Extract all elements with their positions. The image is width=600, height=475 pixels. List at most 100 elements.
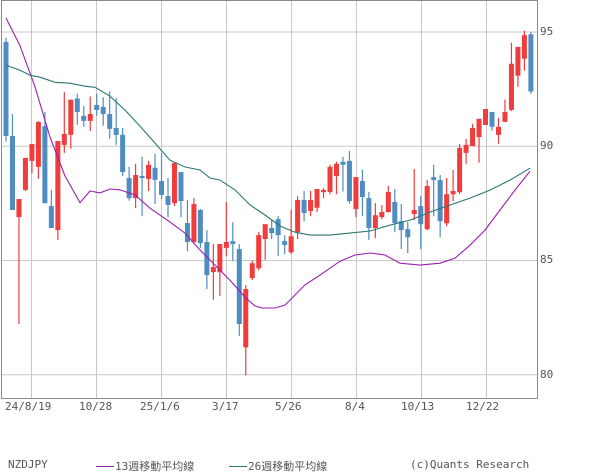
candle [450,170,456,202]
candle [9,114,15,211]
candle [146,160,152,192]
candle [249,260,255,281]
y-tick-90: 90 [540,139,554,152]
candle [262,224,268,260]
legend-ma26: 26週移動平均線 [229,458,327,474]
candle [120,127,126,176]
candle [457,143,463,195]
candle [197,209,203,248]
candle [133,163,139,209]
candle [366,191,372,240]
candle [113,98,119,145]
candle [392,188,398,233]
candle [346,150,352,204]
candle [314,188,320,213]
candle [282,235,288,255]
x-tick-label: 8/4 [345,400,365,413]
candle [165,178,171,218]
candle [16,199,22,325]
candle [81,106,87,127]
plot-frame [1,0,538,399]
candle [398,204,404,250]
x-tick-label: 10/28 [79,400,113,413]
chart-grid [2,1,537,398]
x-tick-label: 12/22 [466,400,500,413]
candle [353,177,359,218]
candle [483,109,489,125]
candle [42,111,48,204]
candle [275,216,281,257]
candle [243,284,249,376]
candle [333,161,339,195]
x-tick-label: 5/26 [275,400,302,413]
ma26-line [5,64,531,236]
candle [61,92,67,153]
candle [470,123,476,147]
candle [68,99,74,149]
candle [301,191,307,222]
x-tick-label: 10/13 [401,400,435,413]
candle [327,164,333,195]
copyright-credit: (c)Quants Research [410,458,530,471]
candle [359,169,365,217]
candle [424,180,430,231]
candle [418,196,424,250]
candle [230,222,236,262]
candle [48,189,54,229]
y-tick-80: 80 [540,368,554,381]
candle [508,42,514,112]
legend-symbol: NZDJPY [8,458,48,471]
candle [22,157,28,192]
candle [489,111,495,131]
ma13-line [5,17,531,309]
ma26-label: 26週移動平均線 [248,460,328,473]
candle [210,244,216,300]
candle [256,232,262,271]
candle [340,156,346,192]
x-tick-label: 25/1/6 [140,400,180,413]
candle [139,156,145,217]
y-tick-95: 95 [540,25,554,38]
legend-ma13: 13週移動平均線 [96,458,194,474]
candle [385,186,391,213]
ma13-swatch-icon [96,465,114,467]
candle [521,30,527,71]
candle [29,143,35,174]
candle [405,222,411,254]
candle [515,46,521,87]
candle [74,93,80,125]
candle [3,37,9,142]
candle [100,97,106,126]
candle [87,96,93,131]
candle [94,93,100,116]
x-tick-label: 24/8/19 [5,400,52,413]
candle [431,164,437,217]
candle [495,117,501,144]
candle [295,196,301,240]
candle [159,152,165,200]
candle [269,220,275,240]
candle [204,230,210,290]
candle [379,204,385,220]
candle [171,162,177,207]
candle [411,169,417,221]
candle [107,91,113,139]
candle [191,198,197,245]
ma26-swatch-icon [229,465,247,467]
candle [502,99,508,123]
candle [528,32,534,94]
candle [288,210,294,255]
moving-average-lines [5,17,531,309]
candle [321,188,327,199]
candle [55,140,61,240]
candle [437,175,443,238]
candle [476,118,482,163]
candle [308,191,314,217]
candle [178,172,184,218]
candle [444,178,450,227]
candle [152,153,158,205]
candle [126,166,132,201]
candle [463,138,469,164]
candle [223,202,229,257]
